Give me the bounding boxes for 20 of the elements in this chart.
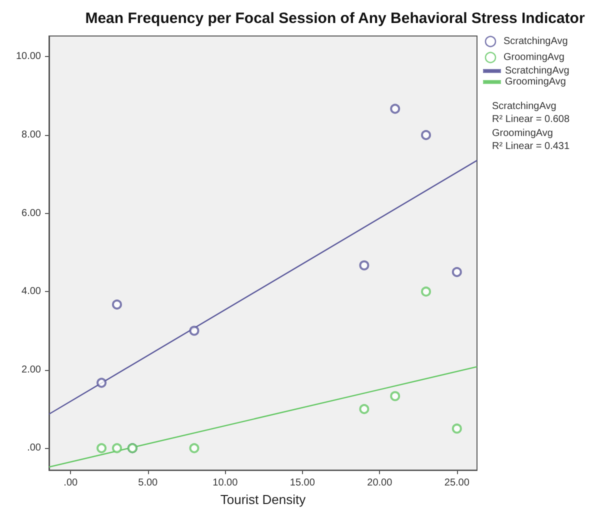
legend-label: GroomingAvg [505,76,566,88]
x-tick-label: 10.00 [212,478,238,489]
x-tick-label: 25.00 [444,478,470,489]
legend-label: ScratchingAvg [505,66,570,76]
y-tick-label: 4.00 [22,286,42,298]
x-tick-label: .00 [64,478,78,489]
x-tick-label: 20.00 [367,478,393,489]
x-tick-label: 5.00 [138,478,158,489]
x-tick-label: 15.00 [290,478,316,489]
chart-title: Mean Frequency per Focal Session of Any Behavioral Stress Indicator [85,10,585,27]
y-tick-label: 10.00 [16,51,42,62]
legend-label: ScratchingAvg [504,36,568,47]
text: ScratchingAvg R² Linear = 0.608 [492,101,570,125]
y-tick-label: 2.00 [22,364,42,376]
text: GroomingAvg R² Linear = 0.431 [492,128,570,152]
y-tick-label: 6.00 [22,208,42,219]
y-tick-label: .00 [27,442,42,454]
x-axis-title: Tourist Density [220,492,306,507]
legend-label: GroomingAvg [504,52,564,63]
y-tick-label: 8.00 [22,130,42,141]
